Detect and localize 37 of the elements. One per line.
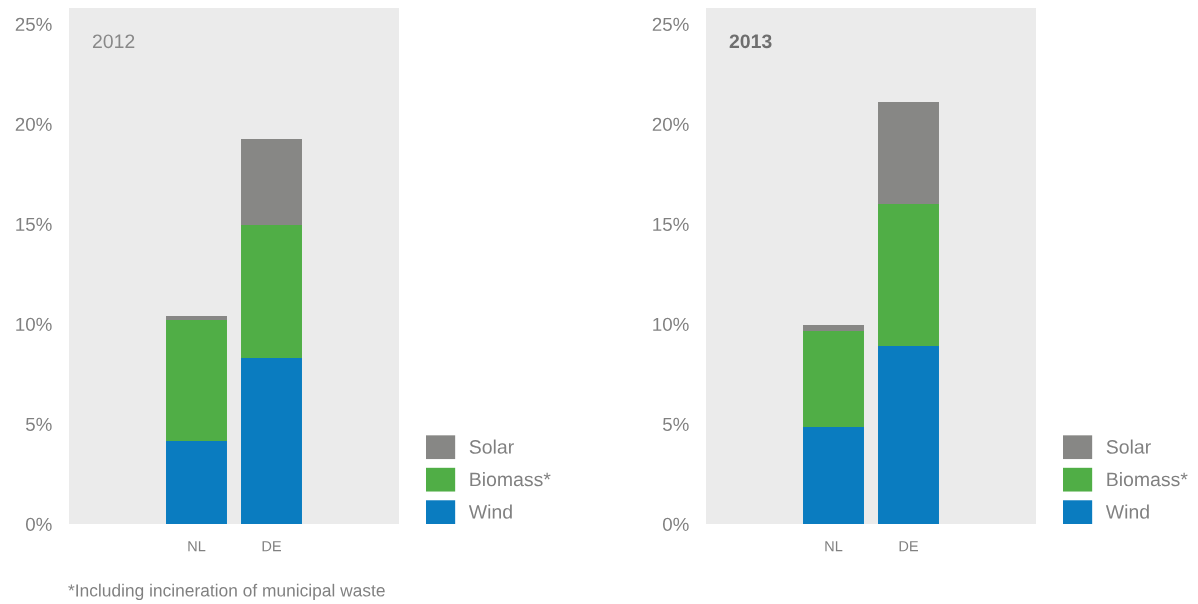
bar bbox=[241, 225, 302, 358]
legend-label: Biomass* bbox=[1107, 471, 1188, 487]
text: *Including incineration of municipal waste bbox=[68, 583, 385, 600]
y-tick-label: 5% bbox=[662, 417, 689, 431]
legend-label: Biomass* bbox=[470, 471, 551, 487]
bar bbox=[878, 102, 939, 204]
y-tick-label: 20% bbox=[15, 117, 52, 131]
y-tick-label: 0% bbox=[662, 517, 689, 531]
y-tick-label: 15% bbox=[653, 217, 689, 231]
y-tick-label: 15% bbox=[16, 217, 52, 231]
y-tick-label: 25% bbox=[15, 17, 52, 31]
text: 2013 bbox=[729, 34, 772, 49]
x-tick-label: NL bbox=[825, 541, 843, 552]
bar bbox=[241, 139, 302, 225]
y-tick-label: 0% bbox=[25, 517, 52, 531]
legend-label: Solar bbox=[469, 439, 514, 454]
bar bbox=[878, 204, 939, 346]
y-tick-label: 5% bbox=[25, 417, 52, 431]
y-tick-label: 10% bbox=[16, 317, 52, 331]
bar bbox=[803, 325, 864, 331]
bar bbox=[166, 441, 227, 524]
y-tick-label: 25% bbox=[652, 17, 689, 31]
bar bbox=[803, 427, 864, 524]
x-tick-label: DE bbox=[899, 541, 918, 552]
bar bbox=[878, 346, 939, 524]
legend-label: Wind bbox=[1105, 504, 1149, 519]
legend-label: Solar bbox=[1106, 439, 1151, 454]
x-tick-label: NL bbox=[188, 541, 206, 552]
bar bbox=[241, 358, 302, 524]
legend-label: Wind bbox=[468, 504, 512, 519]
bar bbox=[166, 316, 227, 320]
y-tick-label: 10% bbox=[653, 317, 689, 331]
y-tick-label: 20% bbox=[652, 117, 689, 131]
bar bbox=[803, 331, 864, 427]
text: 2012 bbox=[92, 34, 135, 49]
x-tick-label: DE bbox=[262, 541, 281, 552]
bar bbox=[166, 320, 227, 441]
